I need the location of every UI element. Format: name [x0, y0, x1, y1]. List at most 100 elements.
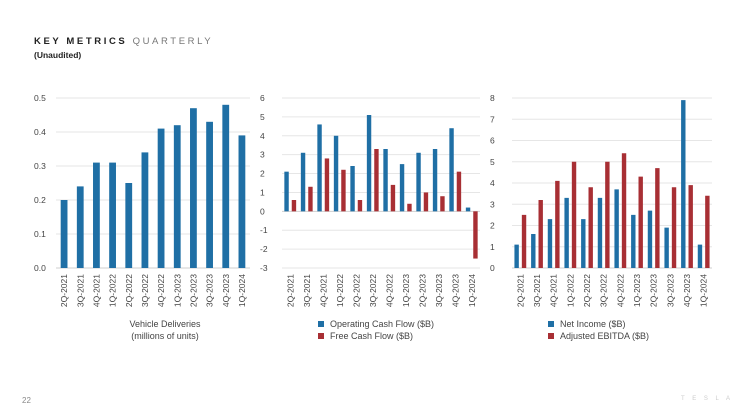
- free-cash-flow-bar: [324, 158, 330, 212]
- cash-flow-y-tick-label: -3: [260, 263, 268, 273]
- deliveries-bar: [60, 200, 68, 268]
- cash-flow-legend: Operating Cash Flow ($B) Free Cash Flow …: [318, 318, 434, 342]
- deliveries-x-tick-label: 1Q-2023: [172, 274, 182, 307]
- deliveries-bar: [157, 128, 165, 268]
- operating-cash-flow-bar: [333, 135, 339, 212]
- deliveries-x-axis-label-line-1: Vehicle Deliveries: [129, 319, 201, 329]
- net-income-bar: [697, 244, 703, 268]
- operating-cash-flow-bar: [383, 149, 388, 212]
- deliveries-bar: [238, 135, 246, 268]
- slide-title-bold: KEY METRICS: [34, 36, 128, 47]
- deliveries-bar: [173, 125, 181, 268]
- legend-swatch-red: [548, 333, 554, 339]
- cash-flow-x-tick-label: 1Q-2023: [401, 274, 411, 307]
- deliveries-x-tick-label: 1Q-2022: [108, 274, 118, 307]
- deliveries-x-tick-label: 2Q-2022: [124, 274, 134, 307]
- cash-flow-x-tick-label: 1Q-2022: [335, 274, 345, 307]
- cash-flow-x-tick-label: 2Q-2022: [351, 274, 361, 307]
- free-cash-flow-bar: [291, 200, 297, 212]
- adjusted-ebitda-bar: [571, 161, 577, 268]
- net-income-bar: [547, 219, 553, 268]
- deliveries-bar: [206, 121, 213, 268]
- adjusted-ebitda-bar: [621, 153, 627, 268]
- adjusted-ebitda-bar: [705, 195, 710, 268]
- profit-x-tick-label: 2Q-2023: [649, 274, 659, 307]
- legend-label-adjusted-ebitda: Adjusted EBITDA ($B): [560, 331, 650, 341]
- profit-x-tick-label: 4Q-2022: [615, 274, 625, 307]
- cash-flow-y-tick-label: 0: [260, 206, 265, 216]
- adjusted-ebitda-bar: [638, 176, 643, 268]
- free-cash-flow-bar: [390, 184, 396, 212]
- legend-item-net-income: Net Income ($B): [548, 318, 649, 330]
- operating-cash-flow-bar: [399, 164, 405, 212]
- deliveries-x-tick-label: 1Q-2024: [237, 274, 247, 307]
- adjusted-ebitda-bar: [655, 168, 660, 268]
- profit-x-tick-label: 4Q-2021: [549, 274, 559, 307]
- profit-y-tick-label: 8: [490, 93, 495, 103]
- profit-x-tick-label: 1Q-2022: [565, 274, 575, 307]
- adjusted-ebitda-bar: [538, 200, 543, 268]
- cash-flow-x-tick-label: 3Q-2023: [434, 274, 444, 307]
- cash-flow-x-tick-label: 4Q-2022: [384, 274, 394, 307]
- profit-y-tick-label: 5: [490, 157, 495, 167]
- deliveries-x-tick-label: 2Q-2021: [59, 274, 69, 307]
- deliveries-bar: [93, 162, 100, 268]
- operating-cash-flow-bar: [416, 152, 421, 212]
- profit-y-tick-label: 1: [490, 242, 495, 252]
- operating-cash-flow-bar: [432, 149, 438, 212]
- deliveries-x-axis-label-line-2: (millions of units): [131, 331, 199, 341]
- deliveries-bar: [190, 108, 197, 268]
- free-cash-flow-bar: [423, 192, 429, 212]
- net-income-bar: [564, 197, 569, 268]
- adjusted-ebitda-bar: [671, 187, 677, 268]
- cash-flow-y-tick-label: 5: [260, 112, 265, 122]
- deliveries-bar: [76, 186, 84, 268]
- deliveries-x-axis-label: Vehicle Deliveries (millions of units): [70, 318, 260, 342]
- net-income-bar: [597, 197, 603, 268]
- deliveries-bar: [125, 183, 133, 268]
- profit-x-tick-label: 1Q-2023: [632, 274, 642, 307]
- cash-flow-x-tick-label: 1Q-2024: [467, 274, 477, 307]
- adjusted-ebitda-bar: [688, 185, 693, 268]
- operating-cash-flow-bar: [449, 128, 454, 212]
- profit-x-tick-label: 3Q-2023: [665, 274, 675, 307]
- operating-cash-flow-bar: [317, 124, 322, 212]
- slide-title: KEY METRICS QUARTERLY: [34, 36, 213, 47]
- deliveries-x-tick-label: 3Q-2022: [140, 274, 150, 307]
- deliveries-y-tick-label: 0.5: [34, 93, 46, 103]
- deliveries-x-tick-label: 4Q-2023: [221, 274, 231, 307]
- cash-flow-x-tick-label: 2Q-2021: [285, 274, 295, 307]
- free-cash-flow-bar: [456, 171, 462, 212]
- profit-x-tick-label: 2Q-2021: [515, 274, 525, 307]
- net-income-bar: [614, 189, 619, 268]
- free-cash-flow-bar: [308, 186, 313, 212]
- slide-header: KEY METRICS QUARTERLY (Unaudited): [34, 36, 213, 60]
- operating-cash-flow-bar: [350, 166, 355, 212]
- legend-item-adjusted-ebitda: Adjusted EBITDA ($B): [548, 330, 649, 342]
- cash-flow-y-tick-label: -1: [260, 225, 268, 235]
- profitability-legend: Net Income ($B) Adjusted EBITDA ($B): [548, 318, 649, 342]
- legend-label-operating-cash-flow: Operating Cash Flow ($B): [330, 319, 435, 329]
- profit-x-tick-label: 3Q-2022: [599, 274, 609, 307]
- brand-logo: T E S L A: [681, 396, 734, 402]
- net-income-bar: [681, 100, 686, 268]
- operating-cash-flow-bar: [300, 152, 306, 212]
- profit-x-tick-label: 3Q-2021: [532, 274, 542, 307]
- cash-flow-y-tick-label: -2: [260, 244, 268, 254]
- deliveries-y-tick-label: 0.1: [34, 229, 46, 239]
- net-income-bar: [647, 210, 653, 268]
- legend-swatch-blue: [548, 321, 554, 327]
- profit-x-tick-label: 4Q-2023: [682, 274, 692, 307]
- profit-x-tick-label: 2Q-2022: [582, 274, 592, 307]
- net-income-bar: [581, 219, 586, 268]
- deliveries-bar: [222, 104, 230, 268]
- operating-cash-flow-bar: [366, 115, 372, 212]
- cash-flow-y-tick-label: 2: [260, 169, 265, 179]
- cash-flow-x-tick-label: 4Q-2021: [318, 274, 328, 307]
- cash-flow-x-tick-label: 3Q-2022: [368, 274, 378, 307]
- cash-flow-x-tick-label: 4Q-2023: [450, 274, 460, 307]
- deliveries-x-tick-label: 3Q-2023: [205, 274, 215, 307]
- deliveries-y-tick-label: 0.0: [34, 263, 46, 273]
- legend-swatch-blue: [318, 321, 324, 327]
